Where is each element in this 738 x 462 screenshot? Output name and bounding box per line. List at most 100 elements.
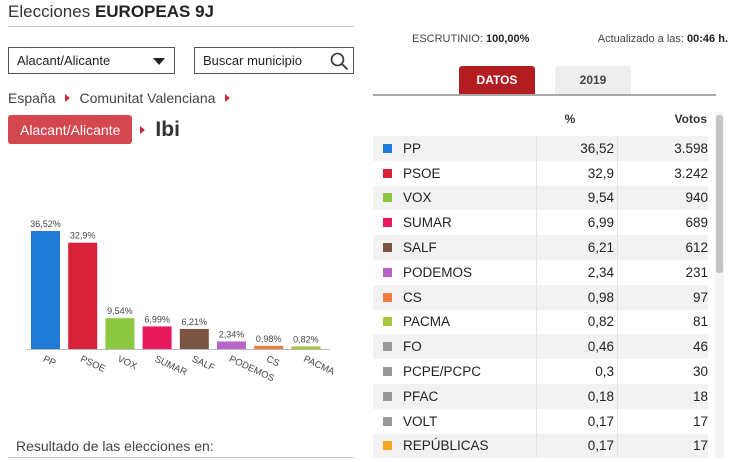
chart-category-label: PP (41, 354, 57, 369)
caret-down-icon (153, 58, 165, 65)
party-votes: 612 (685, 240, 708, 256)
chart-category-label: PSOE (78, 354, 107, 375)
chart-category-label: PACMA (302, 354, 337, 378)
page-title: Elecciones EUROPEAS 9J (8, 2, 214, 22)
chart-bar[interactable] (31, 231, 60, 349)
party-name: PACMA (403, 314, 451, 330)
breadcrumb-arrow-icon (65, 94, 71, 102)
municipality-search[interactable] (194, 47, 354, 74)
chart-category-label: SALF (190, 354, 216, 374)
party-pct: 6,99 (536, 210, 618, 236)
table-row: PODEMOS 2,34 231 (373, 259, 708, 285)
search-icon[interactable] (329, 51, 349, 71)
party-votes: 81 (692, 314, 708, 330)
table-row: VOLT 0,17 17 (373, 408, 708, 434)
party-name: SALF (403, 240, 437, 256)
page-title-prefix: Elecciones (8, 2, 95, 21)
table-row: PP 36,52 3.598 (373, 136, 708, 161)
province-button[interactable]: Alacant/Alicante (8, 115, 133, 144)
breadcrumb-region[interactable]: Comunitat Valenciana (79, 90, 216, 106)
chart-bar[interactable] (254, 345, 284, 349)
table-scrollbar[interactable] (715, 112, 724, 458)
party-votes: 231 (685, 264, 708, 280)
chart-bar[interactable] (142, 326, 172, 349)
party-color-swatch (383, 342, 392, 352)
updated-label: Actualizado a las: (597, 33, 688, 45)
party-color-swatch (383, 441, 392, 451)
place-header: Alacant/Alicante Ibi (8, 115, 180, 144)
chart-category-label: SUMAR (153, 354, 189, 379)
chart-bar[interactable] (179, 328, 209, 349)
scrutiny-label: ESCRUTINIO: (412, 33, 486, 45)
party-votes: 3.598 (674, 140, 708, 156)
party-votes: 17 (692, 438, 708, 454)
party-votes: 18 (692, 388, 708, 404)
table-row: PACMA 0,82 81 (373, 309, 708, 335)
chart-value-label: 2,34% (219, 329, 245, 339)
party-name: PCPE/PCPC (403, 364, 482, 380)
party-votes: 940 (685, 190, 708, 206)
chart-bar[interactable] (68, 242, 98, 349)
table-row: VOX 9,54 940 (373, 185, 708, 211)
party-pct: 36,52 (536, 136, 618, 161)
party-votes: 46 (692, 339, 708, 355)
party-votes: 97 (692, 289, 708, 305)
chart-value-label: 0,98% (256, 334, 282, 344)
chart-value-label: 6,99% (144, 314, 170, 324)
party-votes: 689 (685, 215, 708, 231)
breadcrumb-country[interactable]: España (8, 90, 56, 106)
party-color-swatch (383, 416, 392, 426)
party-pct: 6,21 (536, 235, 618, 260)
party-pct: 2,34 (536, 259, 618, 285)
table-row: PFAC 0,18 18 (373, 383, 708, 409)
party-color-swatch (383, 367, 392, 377)
table-row: SUMAR 6,99 689 (373, 210, 708, 236)
party-name: PP (403, 140, 422, 156)
party-pct: 0,82 (536, 309, 618, 335)
party-votes: 3.242 (674, 165, 708, 181)
party-color-swatch (383, 168, 392, 178)
party-votes: 30 (692, 364, 708, 380)
table-row: PCPE/PCPC 0,3 30 (373, 359, 708, 384)
tab-datos[interactable]: DATOS (459, 66, 535, 94)
table-row: CS 0,98 97 (373, 284, 708, 310)
scrutiny-status: ESCRUTINIO: 100,00% (412, 33, 529, 45)
party-color-swatch (383, 317, 392, 327)
municipality-name: Ibi (155, 117, 180, 141)
party-name: CS (403, 289, 422, 305)
scrollbar-thumb[interactable] (716, 115, 723, 273)
results-table: PP 36,52 3.598 PSOE 32,9 3.242 VOX 9,54 940 SUMAR… (373, 136, 708, 459)
party-color-swatch (383, 143, 392, 153)
party-pct: 0,17 (536, 408, 618, 434)
chart-bar[interactable] (291, 346, 321, 349)
party-name: REPÚBLICAS (403, 438, 489, 454)
breadcrumb-arrow-icon (140, 125, 146, 134)
party-color-swatch (383, 243, 392, 253)
chart-bar[interactable] (105, 318, 135, 349)
chart-category-label: VOX (116, 354, 139, 373)
scrutiny-value: 100,00% (485, 33, 530, 45)
update-time: Actualizado a las: 00:46 h. (598, 33, 728, 45)
party-pct: 0,18 (536, 383, 618, 409)
chart-value-label: 32,9% (70, 231, 96, 241)
tab-2019[interactable]: 2019 (555, 66, 631, 94)
party-name: SUMAR (403, 215, 452, 231)
party-votes: 17 (692, 413, 708, 429)
breadcrumb-arrow-icon (225, 94, 231, 102)
chart-value-label: 36,52% (30, 219, 61, 229)
column-header-votes: Votos (674, 112, 707, 126)
party-pct: 0,3 (536, 359, 618, 384)
breadcrumb: España Comunitat Valenciana (8, 90, 239, 106)
party-pct: 9,54 (536, 185, 618, 211)
region-select[interactable]: Alacant/Alicante (8, 47, 175, 74)
title-divider (8, 26, 354, 27)
party-name: VOLT (403, 413, 438, 429)
party-name: FO (403, 339, 422, 355)
party-color-swatch (383, 267, 392, 277)
search-input[interactable] (195, 48, 323, 73)
region-select-value: Alacant/Alicante (17, 53, 111, 68)
table-row: FO 0,46 46 (373, 334, 708, 360)
chart-bar[interactable] (217, 341, 246, 349)
party-pct: 0,46 (536, 334, 618, 360)
party-pct: 0,17 (536, 433, 618, 459)
